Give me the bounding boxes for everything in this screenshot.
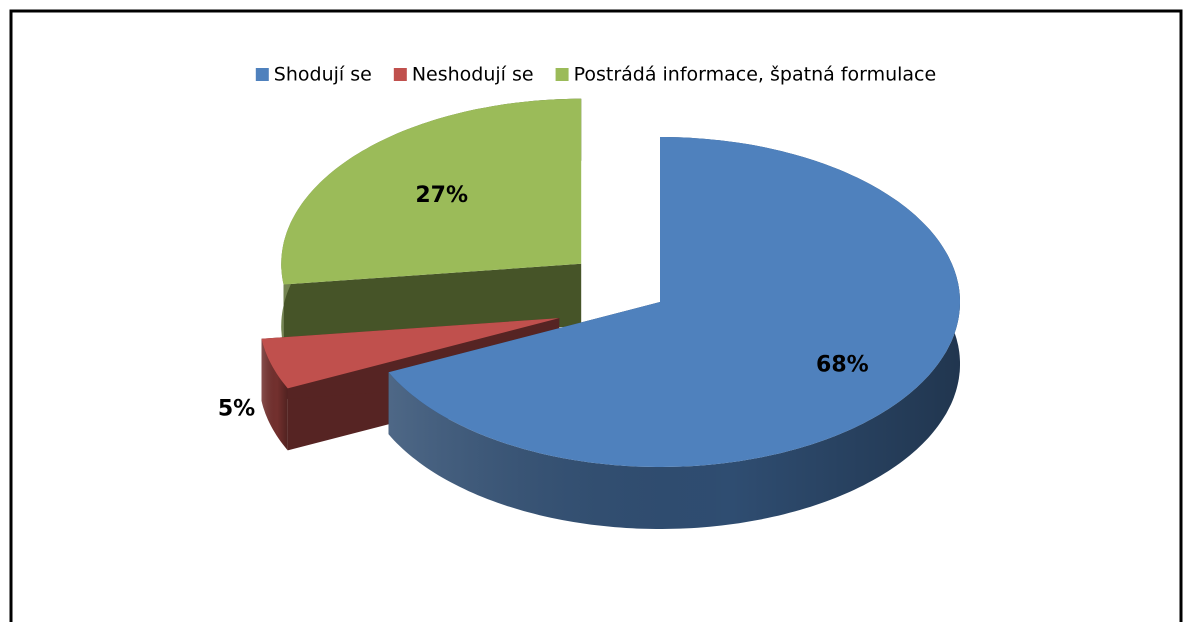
legend: Shodují se Neshodují se Postrádá informace… — [255, 64, 937, 86]
slice-top — [281, 98, 582, 285]
slice-wall-shade — [261, 338, 288, 451]
legend-text: Postrádá informace, špatná formulace — [574, 64, 937, 86]
value-label: 68% — [816, 353, 869, 378]
slice — [388, 137, 961, 529]
slice — [281, 98, 582, 347]
legend-text: Neshodují se — [412, 64, 534, 86]
frame — [9, 9, 1183, 622]
slice-top — [261, 318, 560, 389]
slice-top — [388, 137, 961, 467]
pie — [261, 98, 961, 529]
legend-swatch — [255, 68, 269, 81]
value-labels: 68% 5% 27% — [218, 183, 869, 422]
value-label: 27% — [415, 183, 468, 208]
legend-swatch — [393, 68, 407, 81]
legend-text: Shodují se — [274, 64, 372, 86]
value-label: 5% — [218, 397, 255, 422]
legend-swatch — [555, 68, 569, 81]
